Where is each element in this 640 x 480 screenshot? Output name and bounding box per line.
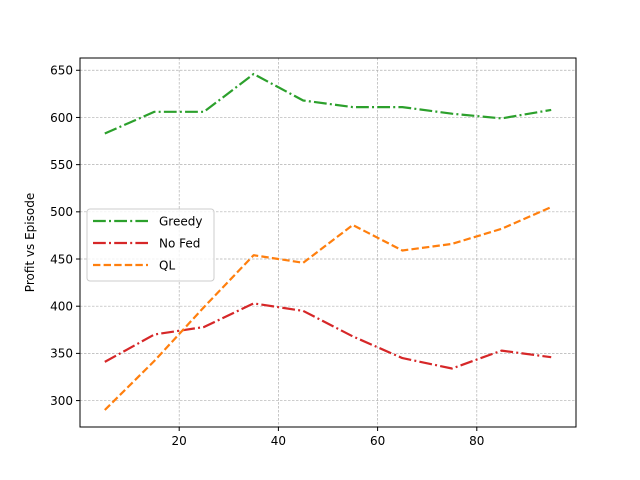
legend-label: QL bbox=[159, 258, 175, 272]
series-lines bbox=[104, 72, 552, 411]
legend-box bbox=[86, 208, 215, 282]
y-axis-label: Profit vs Episode bbox=[23, 193, 37, 292]
grid bbox=[80, 58, 576, 427]
series-line-ql bbox=[104, 206, 552, 411]
x-tick-label: 40 bbox=[271, 434, 286, 448]
series-line-greedy bbox=[104, 72, 552, 135]
y-tick-label: 350 bbox=[50, 347, 73, 361]
y-tick-label: 300 bbox=[50, 394, 73, 408]
y-tick-label: 600 bbox=[50, 111, 73, 125]
x-axis-ticks: 20 40 60 80 bbox=[172, 427, 484, 448]
y-axis-ticks: 300 350 400 450 500 550 600 650 bbox=[50, 64, 80, 408]
series-line-no-fed bbox=[104, 302, 552, 370]
plot-frame bbox=[79, 57, 577, 428]
y-tick-label: 550 bbox=[50, 158, 73, 172]
x-tick-label: 20 bbox=[172, 434, 187, 448]
legend-label: Greedy bbox=[159, 214, 202, 228]
x-tick-label: 80 bbox=[469, 434, 484, 448]
y-tick-label: 650 bbox=[50, 64, 73, 78]
y-tick-label: 450 bbox=[50, 252, 73, 266]
y-tick-label: 400 bbox=[50, 300, 73, 314]
y-tick-label: 500 bbox=[50, 205, 73, 219]
legend: Greedy No Fed QL bbox=[86, 208, 215, 282]
legend-label: No Fed bbox=[159, 236, 200, 250]
x-tick-label: 60 bbox=[370, 434, 385, 448]
